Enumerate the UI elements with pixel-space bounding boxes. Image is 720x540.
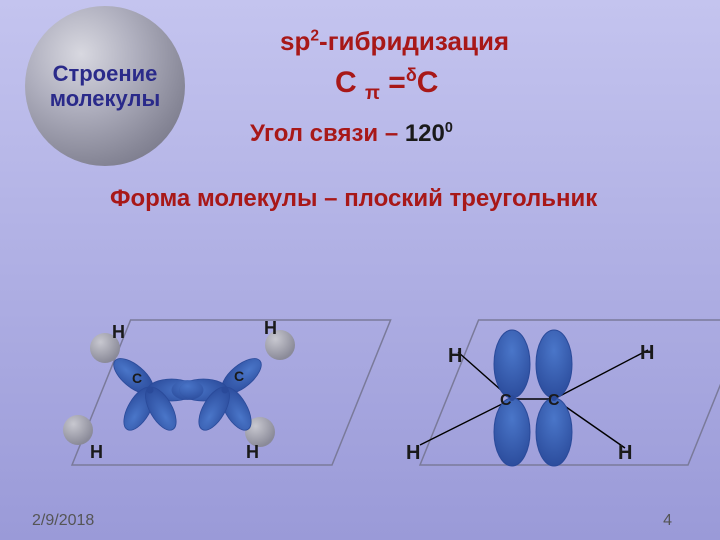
diagrams-svg: [0, 290, 720, 500]
carbon-label: С: [132, 370, 142, 386]
hydrogen-label: Н: [246, 442, 259, 463]
heading-hybridization: sp2-гибридизация: [280, 26, 509, 57]
carbon-label: С: [234, 368, 244, 384]
diagram-area: Н Н Н Н С С Н Н Н Н С С: [0, 290, 720, 490]
hydrogen-label: Н: [112, 322, 125, 343]
hydrogen-label: Н: [448, 345, 462, 368]
hydrogen-label: Н: [406, 442, 420, 465]
carbon-label: С: [548, 392, 560, 410]
sphere-title: Строение молекулы: [50, 61, 161, 112]
bond-formula: С π =δС: [335, 65, 438, 105]
sphere-title-line1: Строение: [53, 61, 158, 86]
hydrogen-label: Н: [618, 442, 632, 465]
footer-date: 2/9/2018: [32, 512, 94, 530]
hydrogen-label: Н: [264, 318, 277, 339]
hydrogen-label: Н: [90, 442, 103, 463]
sphere-title-line2: молекулы: [50, 86, 161, 111]
carbon-label: С: [500, 392, 512, 410]
footer-page: 4: [663, 512, 672, 530]
hydrogen-label: Н: [640, 342, 654, 365]
molecule-shape-line: Форма молекулы – плоский треугольник: [110, 185, 597, 213]
title-sphere: Строение молекулы: [25, 6, 185, 166]
bond-angle-line: Угол связи – 1200: [250, 120, 453, 148]
